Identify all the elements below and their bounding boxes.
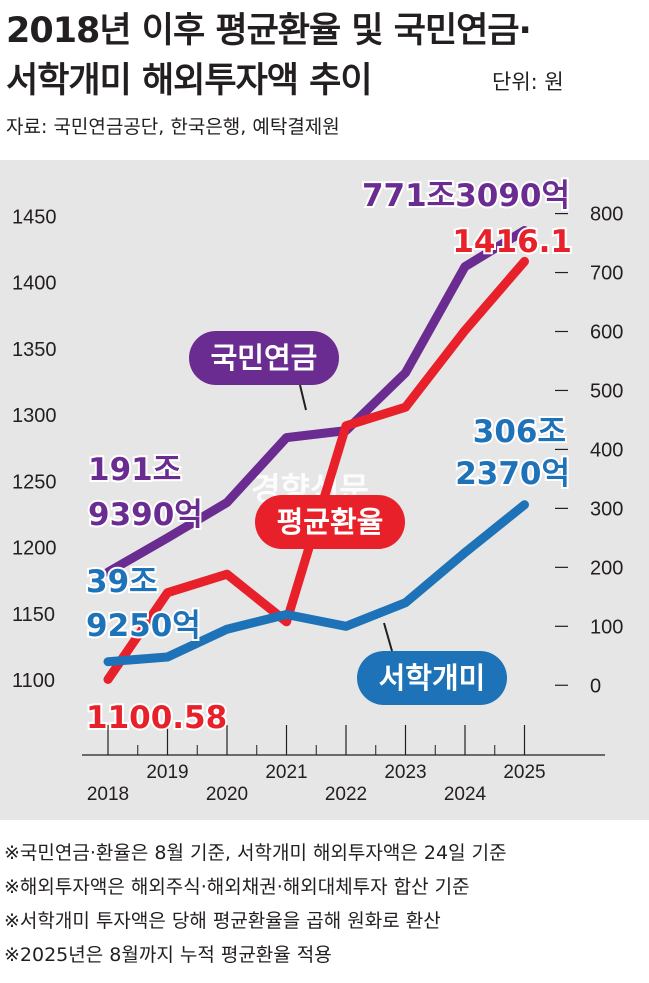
y-right-tick-label-600: 600 [590,322,623,344]
overseas-start-label-2: 9250억 [86,608,201,644]
y-right-tick-label-100: 100 [590,616,623,638]
badge-pointer-pension [299,384,307,411]
y-left-tick-label-1250: 1250 [12,471,57,493]
y-right-tick-label-200: 200 [590,557,623,579]
chart-title-line1: 2018년 이후 평균환율 및 국민연금· [6,11,532,51]
footnote-1: ※국민연금·환율은 8월 기준, 서학개미 해외투자액은 24일 기준 [4,842,507,864]
rate-end-label: 1416.1 [452,224,572,260]
y-right-tick-label-300: 300 [590,498,623,520]
x-tick-label-2018: 2018 [87,784,129,805]
rate-start-label: 1100.58 [86,700,227,736]
y-left-tick-label-1450: 1450 [12,206,57,228]
series-label-pension: 국민연금 [211,341,318,375]
y-right-tick-label-400: 400 [590,439,623,461]
y-left-tick-label-1400: 1400 [12,273,57,295]
pension-start-label-1: 191조 [88,452,181,488]
y-right-tick-label-800: 800 [590,204,623,226]
y-right-tick-label-500: 500 [590,380,623,402]
x-tick-label-2025: 2025 [503,762,545,783]
overseas-end-label-2: 2370억 [455,456,570,492]
y-right-tick-label-700: 700 [590,263,623,285]
chart-panel: 2018 2019 2020 2021 2022 2023 2024 2025 1100 1150… [0,160,649,820]
x-tick-label-2020: 2020 [206,784,248,805]
chart-title-line2: 서학개미 해외투자액 추이 [6,61,373,101]
overseas-start-label-1: 39조 [86,564,158,600]
y-left-tick-label-1150: 1150 [12,604,55,626]
badge-pension [189,331,339,385]
footnote-2: ※해외투자액은 해외주식·해외채권·해외대체투자 합산 기준 [4,876,470,898]
badge-pointer-overseas-retail [383,622,393,652]
y-left-tick-label-1100: 1100 [12,670,55,692]
x-tick-label-2024: 2024 [444,784,487,805]
pension-end-label: 771조3090억 [362,178,570,214]
series-label-exchange-rate: 평균환율 [277,505,384,539]
line-chart: 2018 2019 2020 2021 2022 2023 2024 2025 1100 1150… [12,176,623,805]
y-left-tick-label-1350: 1350 [12,339,57,361]
x-tick-label-2021: 2021 [265,762,307,783]
footnote-4: ※2025년은 8월까지 누적 평균환율 적용 [4,944,332,966]
y-left-tick-label-1200: 1200 [12,538,57,560]
source-label: 자료: 국민연금공단, 한국은행, 예탁결제원 [6,116,340,138]
x-tick-label-2022: 2022 [325,784,367,805]
badge-overseas-retail [357,651,507,705]
overseas-end-label-1: 306조 [473,414,566,450]
y-right-tick-label-0: 0 [590,675,601,697]
x-tick-label-2019: 2019 [146,762,188,783]
footnote-3: ※서학개미 투자액은 당해 평균환율을 곱해 원화로 환산 [4,910,441,932]
y-left-tick-label-1300: 1300 [12,405,57,427]
pension-start-label-2: 9390억 [88,497,203,533]
badge-exchange-rate [255,495,405,549]
unit-label: 단위: 원 [492,70,564,94]
series-line-서학개미 [103,500,529,667]
series-label-overseas-retail: 서학개미 [379,661,486,695]
x-tick-label-2023: 2023 [384,762,426,783]
series-line-국민연금 [103,226,529,577]
